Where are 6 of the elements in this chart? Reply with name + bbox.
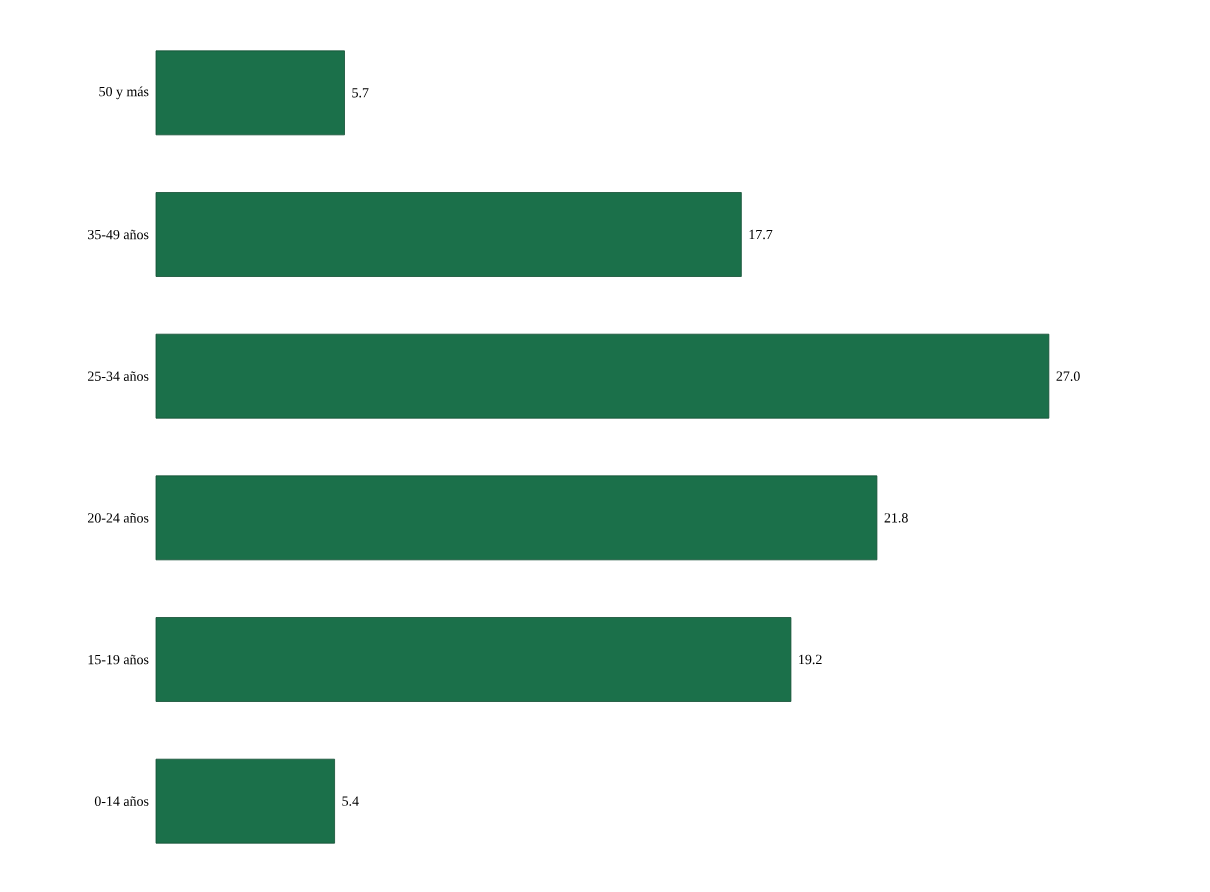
bar: [155, 192, 742, 277]
bar: [155, 333, 1050, 419]
bar: [155, 50, 345, 136]
bar: [155, 758, 335, 844]
bar: [155, 617, 792, 702]
bar: [155, 475, 878, 561]
